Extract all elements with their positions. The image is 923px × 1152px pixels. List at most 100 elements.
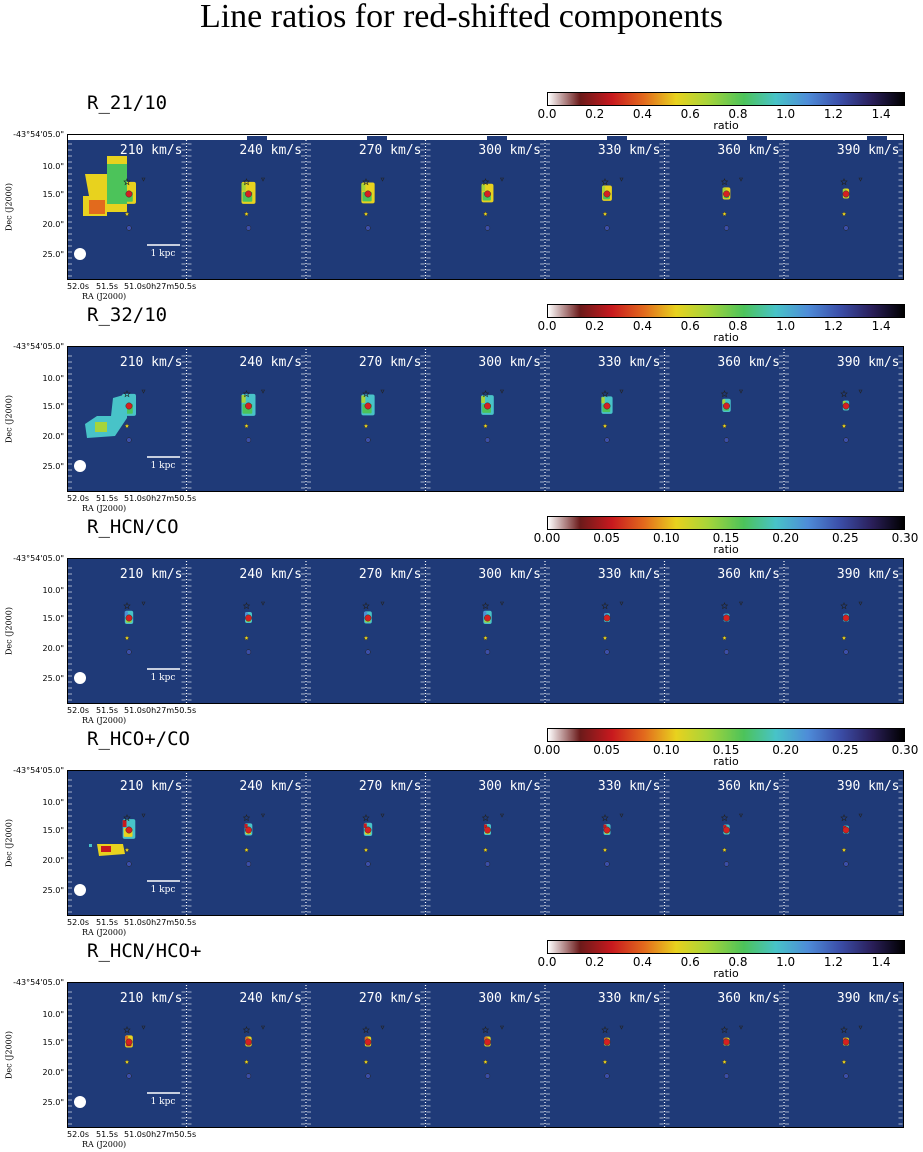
nucleus-marker <box>125 402 133 410</box>
colorbar-tick-label: 0.20 <box>772 743 800 757</box>
triangle-marker <box>739 813 743 818</box>
source-markers <box>840 389 863 443</box>
colorbar <box>547 304 905 318</box>
colorbar <box>547 92 905 106</box>
source-markers <box>601 1025 624 1079</box>
star-marker <box>243 846 250 853</box>
dec-tick-label: 25.0" <box>42 462 65 471</box>
source-markers <box>601 177 624 231</box>
nucleus-marker <box>603 402 611 410</box>
source-markers <box>720 813 743 867</box>
triangle-marker <box>739 177 743 182</box>
ra-tick-label: 51.0s <box>124 494 146 503</box>
star-marker <box>721 422 728 429</box>
channel-panel-2: 240 km/s <box>185 346 305 492</box>
star-marker <box>123 1025 131 1034</box>
star-marker <box>481 813 490 822</box>
dec-tick-label: 20.0" <box>42 856 65 865</box>
nucleus-marker <box>125 1038 133 1046</box>
ra-axis-title: RA (J2000) <box>82 928 127 937</box>
dec-tick-label: 20.0" <box>42 1068 65 1077</box>
source-markers <box>840 1025 863 1079</box>
dec-tick-label: -43°54'05.0" <box>13 342 64 351</box>
star-marker <box>242 177 251 186</box>
nucleus-marker <box>125 826 133 834</box>
colorbar-tick-label: 1.0 <box>776 107 796 121</box>
nucleus-marker <box>245 826 252 834</box>
triangle-marker <box>858 177 863 182</box>
star-marker <box>840 177 848 186</box>
velocity-label: 300 km/s <box>478 355 541 370</box>
colorbar-tick-label: 1.2 <box>823 107 843 121</box>
star-marker <box>482 1058 489 1065</box>
star-marker <box>123 634 131 641</box>
triangle-marker <box>619 813 624 818</box>
star-marker <box>123 389 131 398</box>
channel-panel-5: 330 km/s <box>544 134 664 280</box>
nucleus-marker <box>842 190 850 198</box>
source-markers <box>123 1025 146 1079</box>
star-marker <box>481 1025 490 1034</box>
colorbar-label: ratio <box>713 755 739 768</box>
nucleus-marker <box>723 614 730 622</box>
colorbar-tick-label: 0.8 <box>728 319 748 333</box>
channel-panel-3: 270 km/s <box>305 770 425 916</box>
dec-tick-label: 25.0" <box>42 674 65 683</box>
star-marker <box>601 389 609 398</box>
star-marker <box>362 177 370 186</box>
triangle-marker <box>261 1025 265 1030</box>
triangle-marker <box>141 177 146 182</box>
velocity-label: 360 km/s <box>717 567 780 582</box>
colorbar-ticks: 0.0 0.2 0.4 0.6 0.8 1.0 1.2 1.4 <box>537 107 905 121</box>
beam-ellipse <box>74 672 86 684</box>
channel-map-svg: 210 km/s 1 kpc 240 km/s 270 km/s 300 km/s 330… <box>67 346 904 492</box>
circle-marker <box>843 225 849 231</box>
source-markers <box>123 177 146 231</box>
dec-axis-title-text: Dec (J2000) <box>4 819 14 867</box>
star-marker <box>242 601 251 610</box>
ra-tick-label: 51.5s <box>96 918 118 927</box>
channel-map-svg: 210 km/s 1 kpc 240 km/s 270 km/s 300 km/s 330… <box>67 982 904 1128</box>
scale-bar-label: 1 kpc <box>151 249 176 259</box>
channel-panel-1: 210 km/s 1 kpc <box>68 779 186 913</box>
dec-tick-label: 25.0" <box>42 886 65 895</box>
colorbar-tick-label: 0.15 <box>712 743 740 757</box>
star-marker <box>362 1025 370 1034</box>
colorbar <box>547 516 905 530</box>
circle-marker <box>126 437 132 443</box>
nucleus-marker <box>842 614 850 622</box>
nucleus-marker <box>603 190 611 198</box>
circle-marker <box>484 649 491 655</box>
ratio-section-3: R_HCN/CO 0.00 0.05 0.10 0.15 0.20 0.25 0.30 rati… <box>0 516 923 728</box>
section-title: R_32/10 <box>87 304 168 326</box>
triangle-marker <box>500 601 504 606</box>
star-marker <box>840 813 848 822</box>
channel-panel-3: 270 km/s <box>305 982 425 1128</box>
nucleus-marker <box>842 402 850 410</box>
dec-axis-title: Dec (J2000) <box>2 177 16 237</box>
triangle-marker <box>739 601 743 606</box>
channel-panel-4: 300 km/s <box>424 134 544 280</box>
star-marker <box>123 422 131 429</box>
star-marker <box>362 601 370 610</box>
channel-panel-1: 210 km/s 1 kpc <box>68 991 186 1125</box>
star-marker <box>482 846 489 853</box>
star-marker <box>601 177 609 186</box>
dec-tick-label: 15.0" <box>42 402 65 411</box>
triangle-marker <box>261 177 265 182</box>
triangle-marker <box>500 1025 504 1030</box>
nucleus-marker <box>723 826 730 834</box>
source-markers <box>840 177 863 231</box>
velocity-label: 360 km/s <box>717 355 780 370</box>
star-marker <box>243 634 250 641</box>
circle-marker <box>484 1073 491 1079</box>
triangle-marker <box>858 813 863 818</box>
triangle-marker <box>858 601 863 606</box>
nucleus-marker <box>364 402 372 410</box>
colorbar-tick-label: 1.4 <box>871 955 891 969</box>
nucleus-marker <box>484 826 491 834</box>
ra-axis-title: RA (J2000) <box>82 292 127 301</box>
colorbar-tick-label: 0.30 <box>891 531 919 545</box>
ra-tick-label: 52.0s <box>67 494 89 503</box>
velocity-label: 210 km/s <box>120 779 183 794</box>
